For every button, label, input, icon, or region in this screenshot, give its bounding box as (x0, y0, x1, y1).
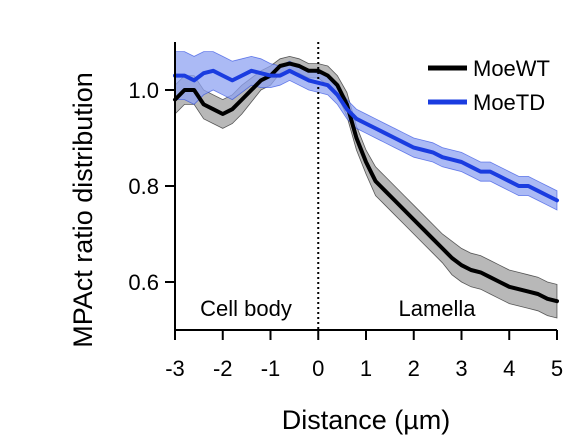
y-tick-label: 0.8 (128, 174, 159, 199)
legend-label-moetd: MoeTD (473, 90, 545, 115)
x-axis-ticks: -3 -2 -1 0 1 2 3 4 5 (165, 330, 563, 381)
legend-label-moewt: MoeWT (473, 56, 550, 81)
y-tick-label: 1.0 (128, 78, 159, 103)
x-tick-label: -2 (213, 356, 233, 381)
x-tick-label: -1 (261, 356, 281, 381)
y-axis-ticks: 0.6 0.8 1.0 (128, 78, 175, 295)
x-tick-label: 0 (312, 356, 324, 381)
x-tick-label: 2 (408, 356, 420, 381)
x-tick-label: 3 (455, 356, 467, 381)
y-tick-label: 0.6 (128, 270, 159, 295)
x-tick-label: 1 (360, 356, 372, 381)
series-line-moetd (173, 68, 559, 203)
legend: MoeWT MoeTD (428, 56, 550, 115)
y-axis-title: MPAct ratio distribution (68, 72, 98, 348)
x-axis-title: Distance (µm) (282, 405, 451, 435)
y-axis: 0.6 0.8 1.0 (128, 42, 176, 330)
annotation-lamella: Lamella (398, 296, 476, 321)
x-tick-label: -3 (165, 356, 185, 381)
series-lines (173, 61, 559, 304)
series-line-moewt (173, 61, 559, 304)
annotation-cell-body: Cell body (200, 296, 292, 321)
x-axis: -3 -2 -1 0 1 2 3 4 5 (165, 329, 563, 381)
x-tick-label: 4 (503, 356, 515, 381)
x-tick-label: 5 (551, 356, 563, 381)
